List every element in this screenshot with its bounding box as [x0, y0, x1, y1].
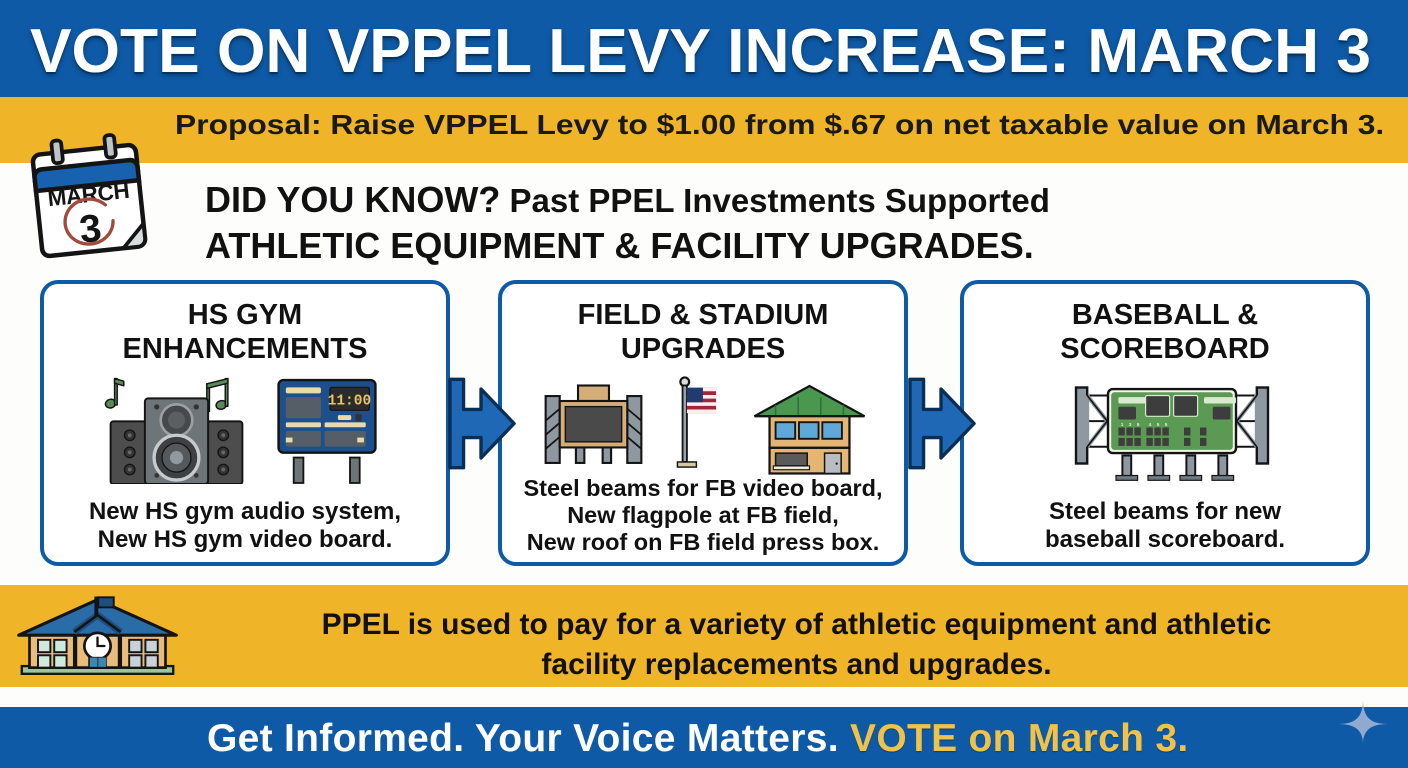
svg-text:3: 3 [78, 207, 104, 252]
svg-text:11:00: 11:00 [328, 393, 372, 409]
svg-text:3: 3 [1129, 422, 1132, 428]
svg-text:4: 4 [1149, 422, 1152, 428]
svg-text:5: 5 [1137, 422, 1140, 428]
svg-text:1: 1 [1121, 422, 1124, 428]
svg-text:5: 5 [1157, 422, 1160, 428]
svg-text:5: 5 [1165, 422, 1168, 428]
